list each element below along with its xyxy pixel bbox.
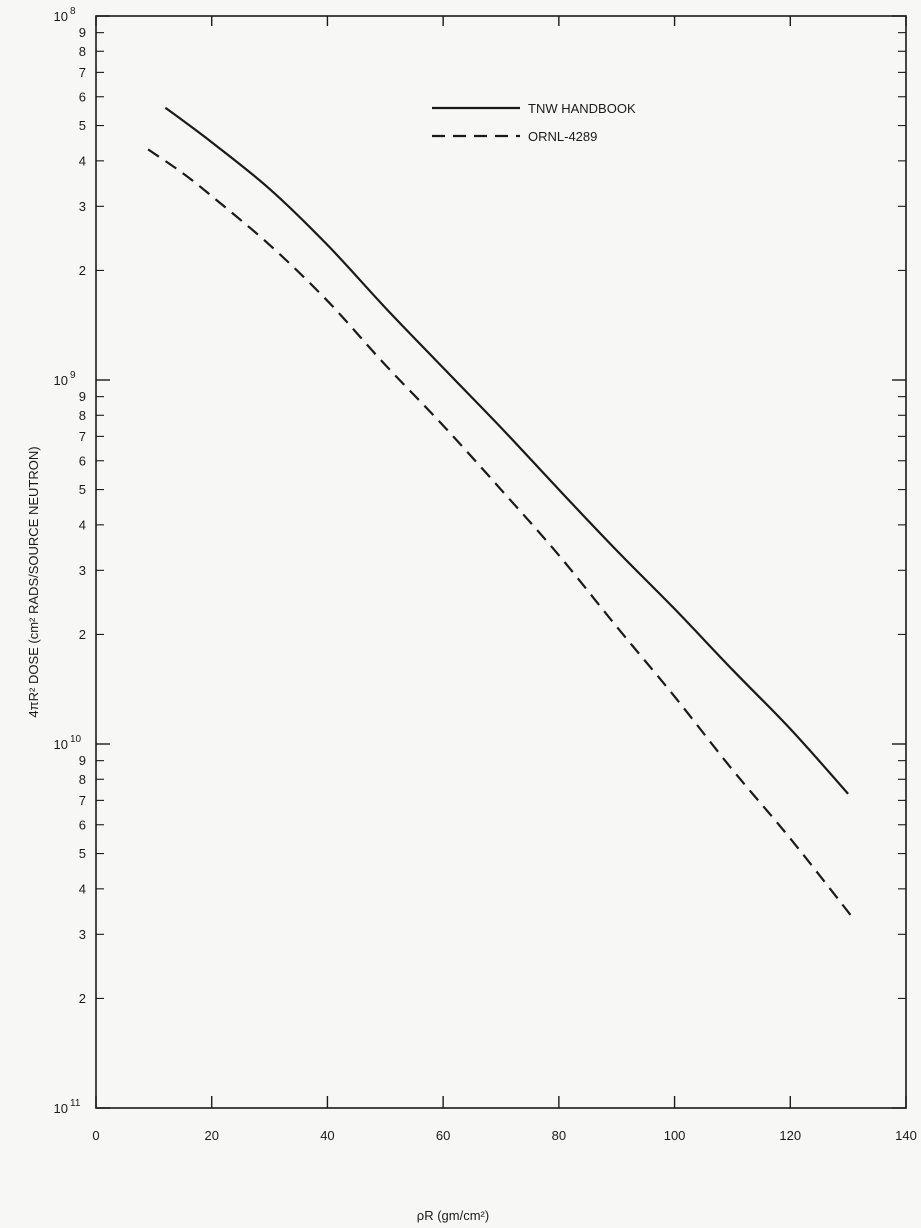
legend-label: ORNL-4289 (528, 129, 597, 144)
y-decade-label: 10 (54, 1101, 68, 1116)
y-minor-label: 2 (79, 627, 86, 642)
y-minor-label: 8 (79, 44, 86, 59)
x-tick-label: 40 (320, 1128, 334, 1143)
y-decade-label: 10 (54, 9, 68, 24)
x-axis-title: ρR (gm/cm²) (417, 1208, 489, 1223)
y-decade-label: 10 (54, 737, 68, 752)
x-tick-label: 100 (664, 1128, 686, 1143)
y-decade-exponent: 8 (70, 6, 76, 17)
y-minor-label: 5 (79, 846, 86, 861)
y-minor-label: 5 (79, 482, 86, 497)
x-tick-label: 0 (92, 1128, 99, 1143)
x-tick-label: 80 (552, 1128, 566, 1143)
y-minor-label: 6 (79, 453, 86, 468)
y-minor-label: 5 (79, 118, 86, 133)
x-tick-label: 20 (204, 1128, 218, 1143)
x-tick-label: 140 (895, 1128, 917, 1143)
y-minor-label: 2 (79, 991, 86, 1006)
y-minor-label: 7 (79, 429, 86, 444)
y-minor-label: 9 (79, 25, 86, 40)
y-minor-label: 2 (79, 263, 86, 278)
x-tick-label: 120 (779, 1128, 801, 1143)
y-minor-label: 7 (79, 793, 86, 808)
x-tick-label: 60 (436, 1128, 450, 1143)
y-minor-label: 3 (79, 563, 86, 578)
legend: TNW HANDBOOK ORNL-4289 (432, 101, 636, 144)
y-minor-label: 9 (79, 753, 86, 768)
plot-frame (95, 15, 907, 1109)
series-line-tnw-handbook (164, 106, 849, 795)
y-minor-label: 4 (79, 881, 86, 896)
series-line-ornl-4289 (147, 148, 855, 920)
plot-border (95, 15, 907, 1109)
y-minor-label: 6 (79, 89, 86, 104)
y-axis-title: 4πR² DOSE (cm² RADS/SOURCE NEUTRON) (26, 446, 41, 717)
y-minor-label: 3 (79, 927, 86, 942)
series-lines (147, 106, 855, 920)
y-minor-label: 3 (79, 199, 86, 214)
y-minor-label: 9 (79, 389, 86, 404)
y-decade-exponent: 10 (70, 734, 82, 745)
y-minor-label: 8 (79, 408, 86, 423)
y-minor-label: 4 (79, 153, 86, 168)
x-axis: 0 20 40 60 80 100 120 140 (92, 16, 917, 1143)
y-minor-label: 6 (79, 817, 86, 832)
legend-label: TNW HANDBOOK (528, 101, 636, 116)
y-decade-label: 10 (54, 373, 68, 388)
y-minor-label: 8 (79, 772, 86, 787)
y-minor-label: 4 (79, 517, 86, 532)
y-minor-label: 7 (79, 65, 86, 80)
y-decade-exponent: 9 (70, 370, 76, 381)
y-decade-exponent: 11 (70, 1098, 81, 1109)
